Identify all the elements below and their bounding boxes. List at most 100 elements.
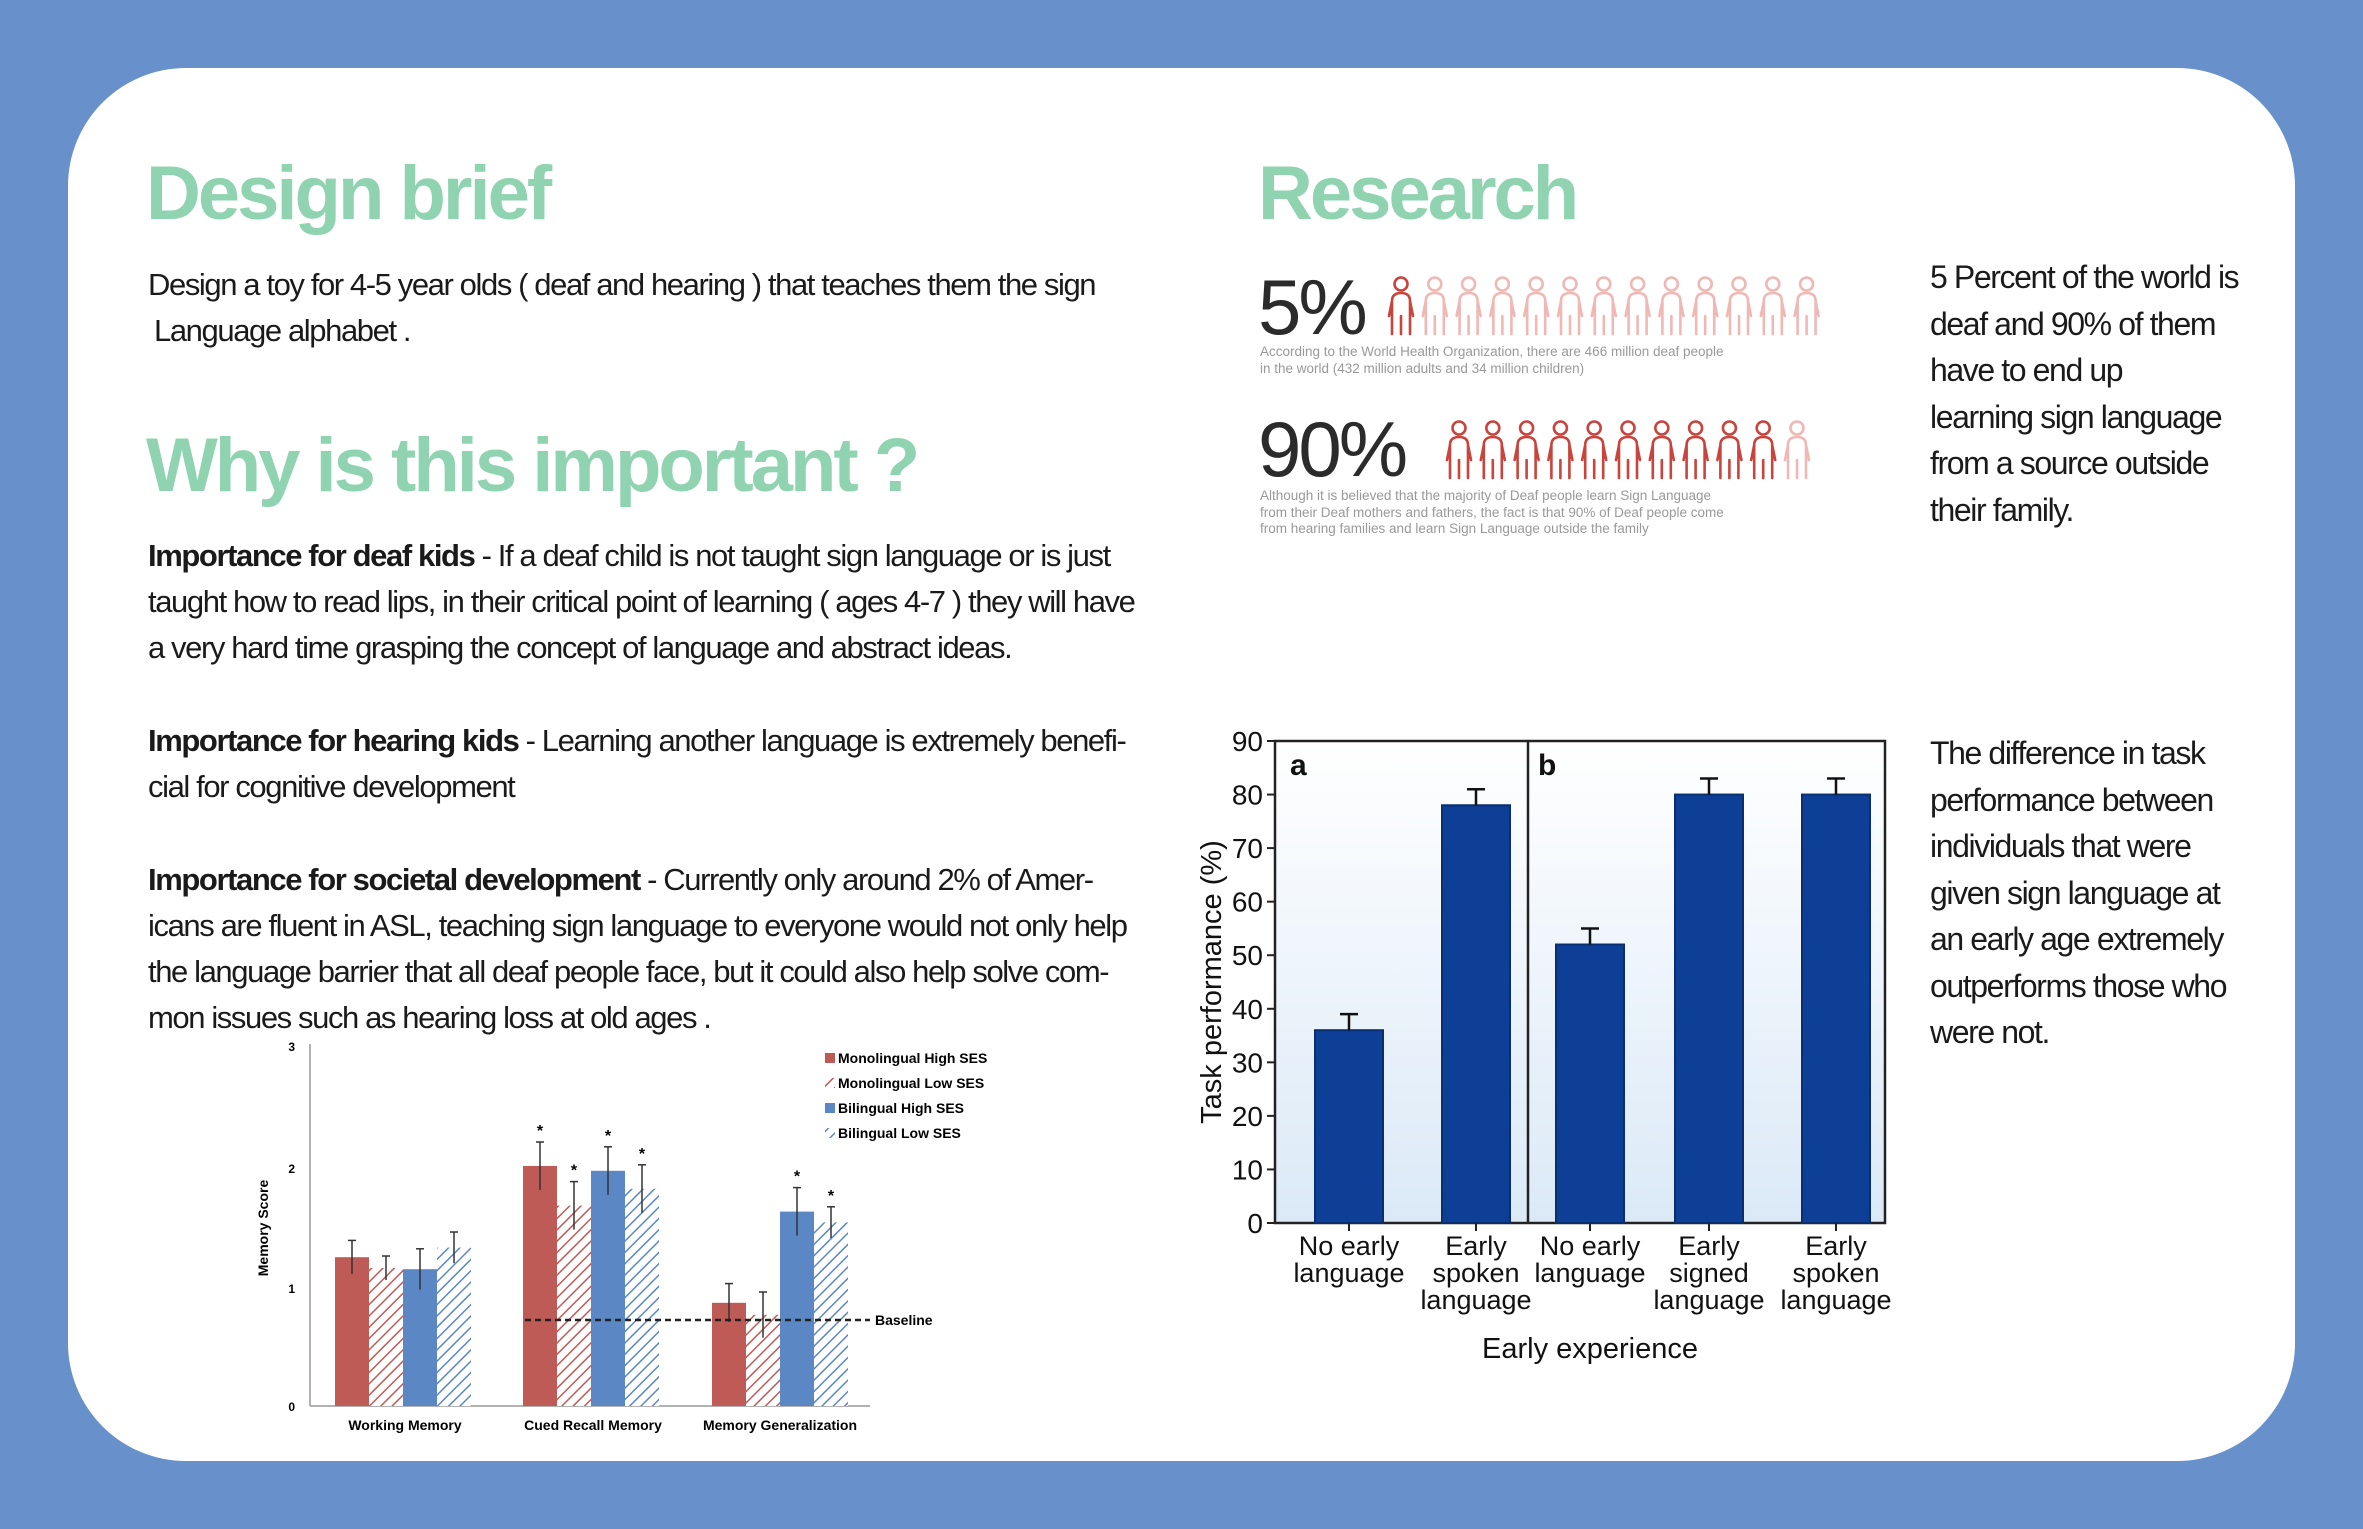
person-icon — [1658, 276, 1685, 336]
person-icon — [1479, 420, 1507, 480]
paragraph-text: - Currently only around 2% of Amer- — [639, 862, 1094, 897]
stat-5-percent: 5% — [1258, 263, 1368, 351]
task-x-tick: signed — [1669, 1258, 1749, 1288]
memory-bar — [523, 1166, 557, 1406]
memory-legend: Monolingual High SES Monolingual Low SES… — [825, 1050, 987, 1141]
paragraph-deaf-kids: Importance for deaf kids - If a deaf chi… — [148, 533, 1136, 671]
person-icon — [1759, 276, 1787, 336]
task-x-tick: No early — [1540, 1231, 1641, 1261]
significance-star: * — [794, 1169, 801, 1186]
stat-note-line: from hearing families and learn Sign Lan… — [1260, 521, 1649, 536]
side-note-line: learning sign language — [1930, 398, 2223, 435]
task-y-tick: 30 — [1232, 1047, 1263, 1078]
baseline-label: Baseline — [875, 1312, 933, 1328]
memory-bar — [437, 1247, 471, 1406]
memory-y-tick: 3 — [288, 1040, 295, 1054]
people-icons-row-5 — [1387, 276, 1820, 336]
task-x-tick: Early — [1805, 1231, 1867, 1261]
content-card — [68, 68, 2295, 1461]
task-x-tick: spoken — [1432, 1258, 1519, 1288]
significance-star: * — [605, 1128, 612, 1145]
person-icon — [1614, 420, 1642, 480]
panel-a-label: a — [1290, 749, 1307, 782]
person-icon — [1590, 276, 1618, 336]
memory-y-tick: 1 — [288, 1282, 295, 1296]
paragraph-societal: Importance for societal development - Cu… — [148, 857, 1128, 1041]
paragraph-text: - If a deaf child is not taught sign lan… — [474, 538, 1112, 573]
legend-label: Monolingual Low SES — [838, 1075, 984, 1091]
legend-label: Bilingual High SES — [838, 1100, 964, 1116]
task-x-tick: language — [1534, 1258, 1645, 1288]
person-icon — [1691, 276, 1719, 336]
task-x-tick: Early — [1445, 1231, 1507, 1261]
significance-star: * — [639, 1146, 646, 1163]
research-heading: Research — [1258, 151, 1579, 236]
memory-bar — [369, 1268, 403, 1406]
person-icon — [1682, 420, 1709, 480]
task-x-axis-label: Early experience — [1482, 1333, 1698, 1365]
stat-90-note: Although it is believed that the majorit… — [1260, 488, 1724, 538]
legend-swatch — [825, 1053, 835, 1063]
memory-y-tick: 0 — [288, 1400, 295, 1414]
paragraph-lead: Importance for deaf kids — [148, 538, 476, 573]
memory-x-tick: Memory Generalization — [703, 1417, 857, 1433]
task-bar — [1555, 943, 1625, 1224]
task-x-tick: language — [1780, 1285, 1891, 1315]
paragraph-line: a very hard time grasping the concept of… — [148, 630, 1013, 665]
person-icon — [1421, 276, 1449, 336]
stat-note-line: from their Deaf mothers and fathers, the… — [1260, 504, 1724, 520]
side-note-line: performance between — [1930, 781, 2214, 818]
stat-90-percent: 90% — [1258, 405, 1408, 493]
stat-note-line: According to the World Health Organizati… — [1260, 344, 1724, 359]
paragraph-line: icans are fluent in ASL, teaching sign l… — [148, 908, 1128, 943]
person-icon — [1624, 276, 1651, 336]
task-y-axis-label: Task performance (%) — [1196, 840, 1228, 1124]
design-brief-line: Design a toy for 4-5 year olds ( deaf an… — [148, 267, 1097, 302]
person-icon — [1445, 420, 1473, 480]
why-important-heading: Why is this important ? — [146, 423, 920, 508]
side-note-line: outperforms those who — [1930, 967, 2228, 1004]
side-note-line: an early age extremely — [1930, 921, 2224, 957]
task-x-tick: language — [1420, 1285, 1531, 1315]
research-side-note: 5 Percent of the world is deaf and 90% o… — [1930, 254, 2240, 533]
person-icon — [1716, 420, 1743, 480]
memory-bar — [403, 1269, 437, 1406]
memory-y-axis-label: Memory Score — [255, 1180, 271, 1277]
memory-x-tick: Cued Recall Memory — [524, 1417, 662, 1433]
side-note-line: their family. — [1930, 491, 2074, 528]
task-bar — [1314, 1029, 1384, 1225]
task-bar — [1441, 804, 1511, 1225]
paragraph-line: the language barrier that all deaf peopl… — [148, 954, 1110, 989]
paragraph-text: - Learning another language is extremely… — [518, 723, 1127, 758]
memory-score-chart: Memory Score 0 1 2 3 * * * * * * Baseline Wor… — [255, 1040, 987, 1433]
design-brief-text: Design a toy for 4-5 year olds ( deaf an… — [148, 262, 1097, 354]
paragraph-line: mon issues such as hearing loss at old a… — [148, 1000, 712, 1035]
side-note-line: have to end up — [1930, 352, 2124, 388]
person-icon — [1749, 420, 1777, 480]
task-x-tick: No early — [1299, 1231, 1400, 1261]
person-icon — [1580, 420, 1608, 480]
legend-swatch — [825, 1128, 835, 1138]
person-icon — [1648, 420, 1676, 480]
side-note-line: given sign language at — [1930, 874, 2221, 911]
person-icon — [1793, 276, 1820, 336]
person-icon — [1455, 276, 1482, 336]
memory-bar — [780, 1211, 814, 1406]
person-icon — [1783, 420, 1811, 480]
person-icon — [1489, 276, 1516, 336]
side-note-line: from a source outside — [1930, 445, 2210, 481]
paragraph-line: taught how to read lips, in their critic… — [148, 584, 1136, 619]
task-y-tick: 50 — [1232, 940, 1263, 971]
task-x-tick: language — [1293, 1258, 1404, 1288]
task-y-tick: 20 — [1232, 1101, 1263, 1132]
task-x-tick: spoken — [1792, 1258, 1879, 1288]
design-brief-line: Language alphabet . — [154, 313, 412, 348]
task-y-tick: 70 — [1232, 833, 1263, 864]
task-y-tick: 90 — [1232, 726, 1263, 757]
stat-note-line: Although it is believed that the majorit… — [1260, 488, 1712, 503]
significance-star: * — [828, 1188, 835, 1205]
significance-star: * — [537, 1123, 544, 1140]
side-note-line: deaf and 90% of them — [1930, 305, 2217, 342]
person-icon — [1387, 276, 1415, 336]
